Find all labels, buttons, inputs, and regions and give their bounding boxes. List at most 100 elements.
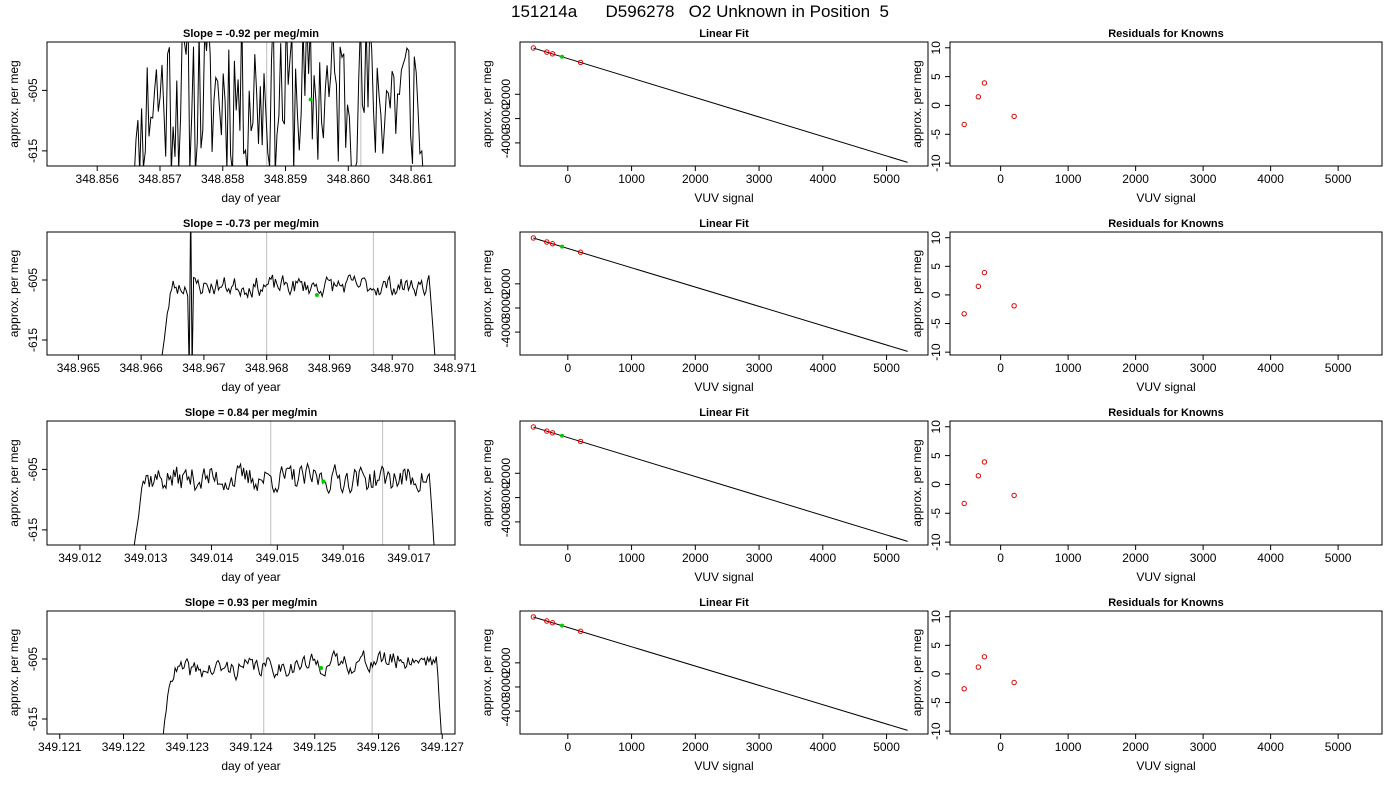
x-axis-label: VUV signal bbox=[694, 191, 753, 205]
known-point bbox=[530, 235, 537, 241]
y-axis: -10 -5 0 5 10 bbox=[929, 231, 950, 361]
y-tick-label: -4000 bbox=[499, 695, 513, 726]
residual-point bbox=[1011, 113, 1017, 120]
trace-line bbox=[133, 461, 435, 545]
panel-title: Linear Fit bbox=[699, 597, 749, 609]
x-axis-label: VUV signal bbox=[1136, 570, 1195, 584]
known-point bbox=[544, 49, 550, 55]
x-tick-label: 0 bbox=[564, 172, 571, 186]
plot-area bbox=[162, 611, 442, 734]
residual-point bbox=[1011, 679, 1017, 686]
panel-title: Slope = 0.84 per meg/min bbox=[185, 407, 318, 419]
page-title: 151214a D596278 O2 Unknown in Position 5 bbox=[510, 2, 890, 21]
y-tick-label: -5 bbox=[929, 508, 943, 519]
y-tick-label: -5 bbox=[929, 318, 943, 329]
x-tick-label: 2000 bbox=[1122, 361, 1149, 375]
y-axis-label: approx. per meg bbox=[7, 439, 21, 526]
plot-frame bbox=[519, 610, 929, 735]
known-point bbox=[544, 428, 550, 434]
known-point bbox=[577, 59, 584, 66]
trace-line bbox=[162, 649, 442, 734]
x-tick-label: 4000 bbox=[809, 551, 836, 565]
panel-fit-2: Linear Fit 0 1000 2000 3000 4000 5000 VUV signa… bbox=[480, 218, 929, 394]
x-tick-label: 2000 bbox=[682, 740, 709, 754]
y-tick-label: 5 bbox=[929, 452, 943, 459]
x-axis: 0 1000 2000 3000 4000 5000 bbox=[564, 734, 900, 754]
known-point bbox=[549, 620, 556, 626]
y-tick-label: -2000 bbox=[499, 458, 513, 489]
x-tick-label: 5000 bbox=[1325, 172, 1352, 186]
plot-frame bbox=[46, 231, 456, 356]
x-tick-label: 0 bbox=[564, 551, 571, 565]
x-tick-label: 348.857 bbox=[138, 172, 182, 186]
panel-title: Slope = -0.73 per meg/min bbox=[183, 218, 319, 230]
y-tick-label: 0 bbox=[929, 102, 943, 109]
residual-point bbox=[961, 311, 967, 317]
plot-frame bbox=[46, 610, 456, 735]
residual-point bbox=[975, 664, 982, 670]
plot-frame bbox=[949, 610, 1383, 735]
x-tick-label: 4000 bbox=[809, 361, 836, 375]
x-tick-label: 349.122 bbox=[102, 740, 146, 754]
plot-area bbox=[134, 42, 424, 166]
residual-point bbox=[975, 94, 982, 100]
x-axis: 348.856 348.857 348.858 348.859 348.860 348.8… bbox=[76, 166, 433, 186]
plot-frame bbox=[949, 420, 1383, 546]
x-tick-label: 0 bbox=[997, 740, 1004, 754]
residual-point bbox=[961, 500, 967, 507]
plot-area bbox=[530, 614, 908, 731]
y-tick-label: -4000 bbox=[499, 316, 513, 347]
x-tick-label: 0 bbox=[997, 551, 1004, 565]
residual-point bbox=[981, 80, 988, 86]
fit-line bbox=[533, 616, 908, 731]
y-axis: -605 -615 bbox=[26, 457, 47, 542]
x-tick-label: 1000 bbox=[618, 361, 645, 375]
y-tick-label: -10 bbox=[929, 154, 943, 172]
residual-point bbox=[981, 654, 988, 660]
y-tick-label: 5 bbox=[929, 642, 943, 649]
plot-area bbox=[961, 269, 1017, 317]
x-axis-label: VUV signal bbox=[694, 380, 753, 394]
x-tick-label: 3000 bbox=[746, 740, 773, 754]
known-point bbox=[544, 618, 550, 624]
y-axis-label: approx. per meg bbox=[480, 629, 494, 716]
y-axis: -605 -615 bbox=[26, 647, 47, 731]
y-axis: -605 -615 bbox=[26, 78, 47, 163]
x-tick-label: 3000 bbox=[1190, 740, 1217, 754]
y-tick-label: -605 bbox=[26, 647, 40, 671]
panel-title: Linear Fit bbox=[699, 28, 749, 40]
plot-area bbox=[133, 421, 435, 545]
x-axis: 0 1000 2000 3000 4000 5000 bbox=[564, 545, 900, 565]
x-tick-label: 5000 bbox=[1325, 740, 1352, 754]
plot-area bbox=[161, 232, 436, 355]
x-axis-label: day of year bbox=[221, 380, 280, 394]
x-tick-label: 349.127 bbox=[421, 740, 465, 754]
x-tick-label: 0 bbox=[564, 361, 571, 375]
x-tick-label: 348.968 bbox=[245, 361, 289, 375]
x-tick-label: 349.017 bbox=[387, 551, 431, 565]
known-point bbox=[530, 614, 537, 620]
y-tick-label: 10 bbox=[929, 610, 943, 624]
y-tick-label: 5 bbox=[929, 263, 943, 270]
x-tick-label: 3000 bbox=[1190, 172, 1217, 186]
fit-line bbox=[533, 237, 908, 352]
x-tick-label: 1000 bbox=[618, 172, 645, 186]
y-axis-label: approx. per meg bbox=[910, 439, 924, 526]
y-tick-label: -3000 bbox=[499, 103, 513, 134]
y-tick-label: -3000 bbox=[499, 671, 513, 702]
x-tick-label: 348.966 bbox=[119, 361, 163, 375]
x-tick-label: 4000 bbox=[809, 172, 836, 186]
x-tick-label: 3000 bbox=[746, 172, 773, 186]
y-tick-label: -3000 bbox=[499, 292, 513, 323]
panel-title: Residuals for Knowns bbox=[1108, 407, 1224, 419]
x-axis-label: day of year bbox=[221, 759, 280, 773]
fit-line bbox=[533, 47, 908, 163]
x-axis: 349.121 349.122 349.123 349.124 349.125 349.1… bbox=[38, 734, 464, 754]
